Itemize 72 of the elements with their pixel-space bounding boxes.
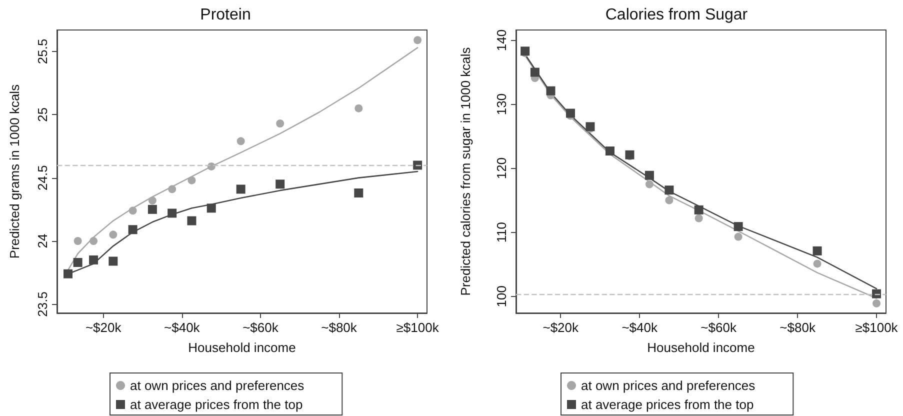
x-tick-label: ~$40k xyxy=(164,320,200,335)
y-axis-title: Predicted grams in 1000 kcals xyxy=(7,84,22,259)
point xyxy=(128,206,137,215)
point xyxy=(354,188,364,198)
y-tick-label: 25 xyxy=(35,107,50,122)
point xyxy=(644,170,654,180)
x-axis-title: Household income xyxy=(188,340,296,355)
point xyxy=(414,36,422,44)
y-tick-label: 140 xyxy=(494,29,509,52)
point xyxy=(872,289,882,298)
y-tick-label: 25.5 xyxy=(35,38,50,64)
point xyxy=(89,255,98,264)
y-tick-label: 24 xyxy=(35,234,50,248)
point xyxy=(530,68,540,77)
point xyxy=(109,230,118,239)
point xyxy=(605,146,614,156)
x-tick-label: ~$60k xyxy=(242,320,279,335)
x-tick-label: ~$80k xyxy=(780,320,816,335)
x-tick-label: ~$80k xyxy=(321,320,358,335)
point xyxy=(108,256,118,266)
point xyxy=(734,232,742,241)
point xyxy=(665,196,674,204)
legend-label: at own prices and preferences xyxy=(581,378,756,393)
point xyxy=(586,122,595,132)
point xyxy=(276,119,284,128)
x-axis-title: Household income xyxy=(647,340,755,355)
legend-label: at average prices from the top xyxy=(130,397,303,412)
y-tick-label: 110 xyxy=(494,222,509,243)
chart-title: Calories from Sugar xyxy=(605,6,748,24)
point xyxy=(812,246,822,256)
x-tick-label: ≥$100k xyxy=(396,320,440,335)
point xyxy=(74,236,82,245)
point xyxy=(694,214,703,222)
point xyxy=(236,184,246,194)
chart-title: Protein xyxy=(200,6,251,24)
x-tick-label: ≥$100k xyxy=(855,320,898,335)
point xyxy=(168,185,176,194)
y-axis-title: Predicted calories from sugar in 1000 kcals xyxy=(458,46,473,296)
point xyxy=(664,186,674,195)
point xyxy=(188,176,196,184)
y-tick-label: 100 xyxy=(494,286,509,308)
y-tick-label: 24.5 xyxy=(35,165,50,190)
point xyxy=(276,180,285,189)
x-tick-label: ~$20k xyxy=(85,320,122,335)
x-tick-label: ~$40k xyxy=(622,320,658,335)
point xyxy=(64,269,72,278)
point xyxy=(354,104,363,112)
legend-label: at own prices and preferences xyxy=(130,378,305,393)
point xyxy=(236,137,245,146)
x-tick-label: ~$20k xyxy=(542,320,580,335)
point xyxy=(813,260,822,268)
legend-label: at average prices from the top xyxy=(581,397,754,412)
point xyxy=(694,205,704,214)
point xyxy=(206,204,216,213)
point xyxy=(187,216,196,226)
point xyxy=(73,258,82,267)
y-tick-label: 130 xyxy=(494,93,509,116)
y-tick-label: 23.5 xyxy=(35,292,50,317)
point xyxy=(413,160,422,170)
point xyxy=(645,180,654,188)
x-tick-label: ~$60k xyxy=(700,320,737,335)
point xyxy=(168,208,177,218)
point xyxy=(90,236,98,245)
point xyxy=(872,299,881,308)
point xyxy=(520,46,530,56)
point xyxy=(566,108,575,118)
point xyxy=(734,222,743,232)
point xyxy=(148,204,157,214)
y-tick-label: 120 xyxy=(494,157,509,180)
point xyxy=(148,196,156,205)
point xyxy=(128,225,138,234)
point xyxy=(546,86,556,96)
